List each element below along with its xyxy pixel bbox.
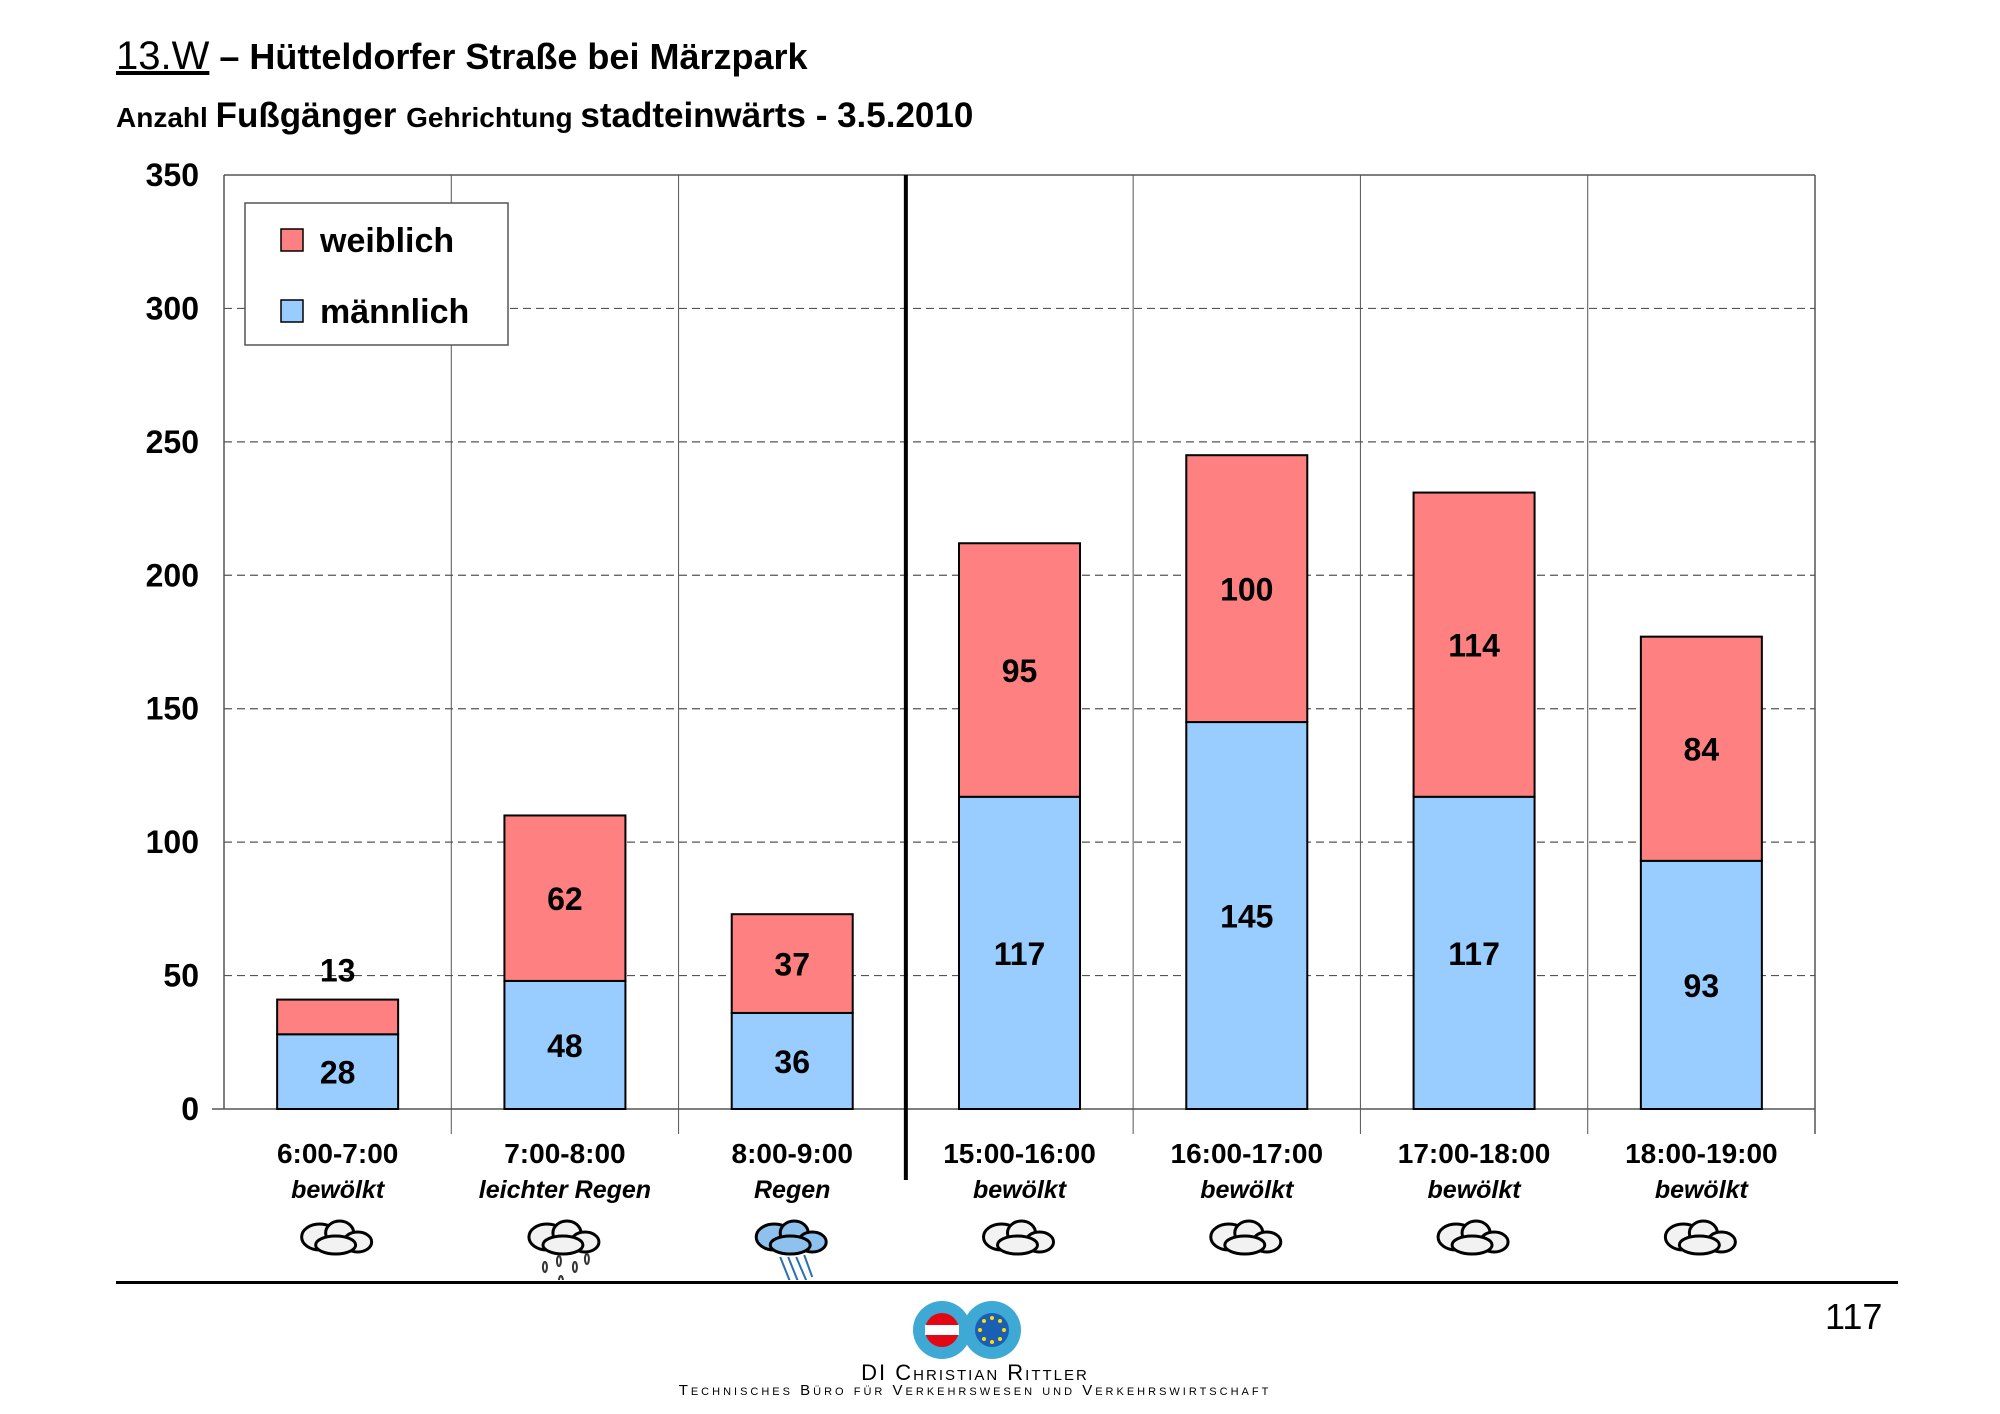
- y-tick-label: 200: [146, 557, 199, 593]
- subtitle-part: Anzahl: [116, 102, 216, 133]
- title-dash: –: [209, 36, 250, 77]
- data-label-maennlich: 36: [774, 1044, 810, 1080]
- cloud-icon: [300, 1219, 374, 1256]
- rain-icon: [754, 1219, 828, 1280]
- y-tick-label: 150: [146, 691, 199, 727]
- y-tick-label: 100: [146, 824, 199, 860]
- light-rain-icon: [527, 1219, 601, 1280]
- x-tick-label: 6:00-7:00: [277, 1138, 398, 1169]
- bar-weiblich: [1185, 454, 1309, 724]
- subtitle-part: stadteinwärts - 3.5.2010: [580, 96, 974, 135]
- legend-swatch-maennlich: [280, 299, 304, 323]
- data-label-maennlich: 117: [1448, 936, 1500, 972]
- weather-label: bewölkt: [1200, 1176, 1295, 1204]
- bar-maennlich: [503, 979, 627, 1110]
- data-label-maennlich: 28: [320, 1055, 356, 1091]
- cloud-icon: [1436, 1219, 1510, 1256]
- y-tick-label: 0: [181, 1091, 199, 1127]
- legend-label-maennlich: männlich: [320, 293, 469, 331]
- legend-swatch-weiblich: [280, 228, 304, 252]
- bar-weiblich: [1639, 635, 1763, 862]
- bar-weiblich: [276, 998, 400, 1036]
- location-name: Hütteldorfer Straße bei Märzpark: [249, 36, 808, 77]
- weather-label: bewölkt: [1655, 1176, 1750, 1204]
- subtitle-part: Fußgänger: [215, 96, 407, 135]
- bar-maennlich: [1185, 721, 1309, 1110]
- company-logo: [913, 1301, 1021, 1359]
- data-label-maennlich: 145: [1220, 899, 1273, 935]
- firm-name: DI Christian Rittler: [861, 1360, 1089, 1385]
- page-title: 13.W – Hütteldorfer Straße bei Märzpark: [116, 34, 808, 79]
- weather-label: bewölkt: [291, 1176, 386, 1204]
- subtitle-part: Gehrichtung: [406, 102, 581, 133]
- x-tick-label: 15:00-16:00: [943, 1138, 1096, 1169]
- data-label-weiblich: 13: [320, 953, 356, 989]
- weather-label: bewölkt: [1428, 1176, 1523, 1204]
- data-label-weiblich: 95: [1002, 653, 1038, 689]
- weather-label: Regen: [754, 1176, 830, 1204]
- footer-rule: [116, 1281, 1898, 1284]
- legend-label-weiblich: weiblich: [319, 222, 454, 260]
- page-number: 117: [1825, 1296, 1883, 1337]
- data-label-maennlich: 93: [1684, 968, 1720, 1004]
- bar-maennlich: [1639, 859, 1763, 1111]
- bar-maennlich: [276, 1033, 400, 1111]
- x-tick-label: 7:00-8:00: [504, 1138, 625, 1169]
- y-tick-label: 300: [146, 290, 199, 326]
- data-label-weiblich: 114: [1448, 628, 1500, 664]
- cloud-icon: [1663, 1219, 1737, 1256]
- data-label-weiblich: 62: [547, 881, 583, 917]
- data-label-maennlich: 48: [547, 1028, 583, 1064]
- cloud-icon: [982, 1219, 1055, 1256]
- bar-weiblich: [730, 913, 854, 1014]
- x-tick-label: 17:00-18:00: [1398, 1138, 1551, 1169]
- stacked-bar-chart: 0 50 100 150 200 250 300 350 28 13 6:00-7:00 bewölk…: [146, 157, 1816, 1280]
- bar-weiblich: [1412, 491, 1536, 798]
- x-tick-label: 8:00-9:00: [732, 1138, 853, 1169]
- bar-maennlich: [958, 795, 1081, 1111]
- data-label-weiblich: 84: [1684, 732, 1720, 768]
- chart-subtitle: Anzahl Fußgänger Gehrichtung stadteinwär…: [116, 96, 973, 136]
- x-tick-label: 18:00-19:00: [1625, 1138, 1778, 1169]
- bar-maennlich: [730, 1011, 854, 1111]
- data-label-weiblich: 100: [1220, 572, 1273, 608]
- section-code: 13.W: [116, 34, 210, 78]
- x-tick-label: 16:00-17:00: [1171, 1138, 1324, 1169]
- firm-description: Technisches Büro für Verkehrswesen und V…: [678, 1382, 1272, 1399]
- data-label-maennlich: 117: [994, 936, 1046, 972]
- weather-label: leichter Regen: [479, 1176, 651, 1204]
- data-label-weiblich: 37: [774, 947, 810, 983]
- cloud-icon: [1209, 1219, 1283, 1256]
- bar-weiblich: [503, 814, 627, 982]
- y-tick-label: 250: [146, 424, 199, 460]
- bar-weiblich: [958, 542, 1081, 798]
- y-tick-label: 350: [146, 157, 199, 193]
- y-tick-label: 50: [163, 958, 199, 994]
- weather-label: bewölkt: [973, 1176, 1068, 1204]
